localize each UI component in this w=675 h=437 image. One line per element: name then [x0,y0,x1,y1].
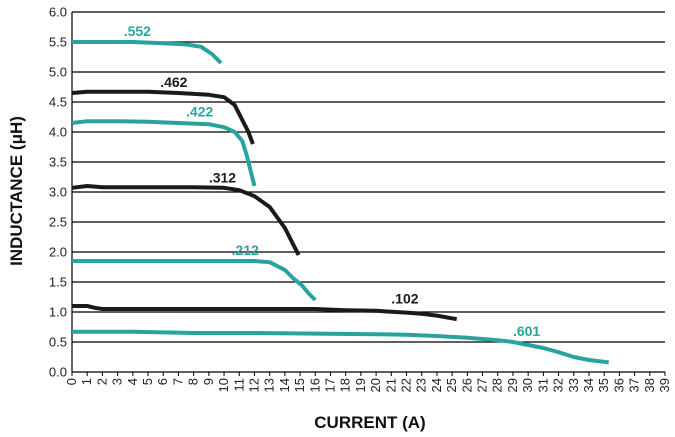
x-tick-label: 39 [657,378,672,392]
x-tick-label: 26 [459,378,474,392]
x-tick-label: 1 [79,378,94,385]
x-tick-label: 37 [627,378,642,392]
x-tick-label: 16 [307,378,322,392]
x-tick-label: 38 [642,378,657,392]
y-tick-label: 0.5 [49,335,67,350]
x-tick-label: 36 [611,378,626,392]
x-axis-title: CURRENT (A) [314,413,425,432]
x-tick-label: 35 [596,378,611,392]
x-tick-label: 7 [170,378,185,385]
x-tick-label: 28 [490,378,505,392]
x-tick-label: 22 [399,378,414,392]
series-label-462: .462 [160,74,187,90]
x-tick-label: 2 [94,378,109,385]
series-line-212 [72,259,317,302]
x-tick-label: 15 [292,378,307,392]
x-tick-label: 6 [155,378,170,385]
y-tick-label: 5.0 [49,65,67,80]
series-label-212: .212 [232,242,259,258]
label-layer: .552 .462 .422 .312 .212 .102 .601 [124,23,541,339]
y-tick-label: 2.5 [49,215,67,230]
series-line-552 [72,40,223,65]
y-tick-label: 5.5 [49,35,67,50]
y-tick-label: 3.0 [49,185,67,200]
y-tick-label: 2.0 [49,245,67,260]
x-tick-label: 12 [246,378,261,392]
x-tick-label: 17 [322,378,337,392]
series-label-552: .552 [124,23,151,39]
y-tick-label: 4.0 [49,125,67,140]
x-tick-label: 19 [353,378,368,392]
y-axis-title: INDUCTANCE (μH) [7,116,26,266]
series-line-462 [71,89,255,145]
y-tick-label: 4.5 [49,95,67,110]
x-tick-label: 18 [338,378,353,392]
series-label-422: .422 [186,103,213,119]
x-tick-label: 30 [520,378,535,392]
series-label-601: .601 [513,323,540,339]
x-tick-label: 32 [551,378,566,392]
x-tick-label: 11 [231,378,246,392]
x-tick-label: 21 [383,378,398,392]
x-tick-label: 24 [429,378,444,392]
x-tick-label: 10 [216,378,231,392]
x-tick-label: 5 [140,378,155,385]
series-line-422 [71,119,257,187]
series-line-312 [71,184,301,256]
x-tick-label: 0 [64,378,79,385]
x-tick-label: 29 [505,378,520,392]
series-layer [71,40,609,365]
x-tick-label: 31 [535,378,550,392]
y-tick-label: 6.0 [49,5,67,20]
x-tick-labels: 0 1 2 3 4 5 6 7 8 9 10 11 12 13 14 15 16 17 18 19 20 21 22 23 24… [64,378,672,392]
y-tick-label: 3.5 [49,155,67,170]
y-tick-labels: 0.0 0.5 1.0 1.5 2.0 2.5 3.0 3.5 4.0 4.5 5.0 5.5 6.0 [49,5,67,380]
y-tick-label: 1.0 [49,305,67,320]
x-tick-label: 4 [125,378,140,385]
series-label-312: .312 [209,169,236,185]
y-tick-label: 1.5 [49,275,67,290]
series-line-102 [72,304,458,322]
x-tick-label: 3 [110,378,125,385]
x-tick-label: 33 [566,378,581,392]
x-tick-label: 20 [368,378,383,392]
x-tick-label: 23 [414,378,429,392]
y-tick-label: 0.0 [49,365,67,380]
x-tick-label: 34 [581,378,596,392]
x-tick-label: 27 [475,378,490,392]
x-tick-label: 9 [201,378,216,385]
x-tick-label: 13 [262,378,277,392]
x-tick-label: 14 [277,378,292,392]
x-tick-label: 8 [186,378,201,385]
series-line-601 [72,329,609,365]
grid-layer [72,11,665,373]
axis-layer [71,12,666,376]
series-label-102: .102 [391,291,418,307]
x-tick-label: 25 [444,378,459,392]
